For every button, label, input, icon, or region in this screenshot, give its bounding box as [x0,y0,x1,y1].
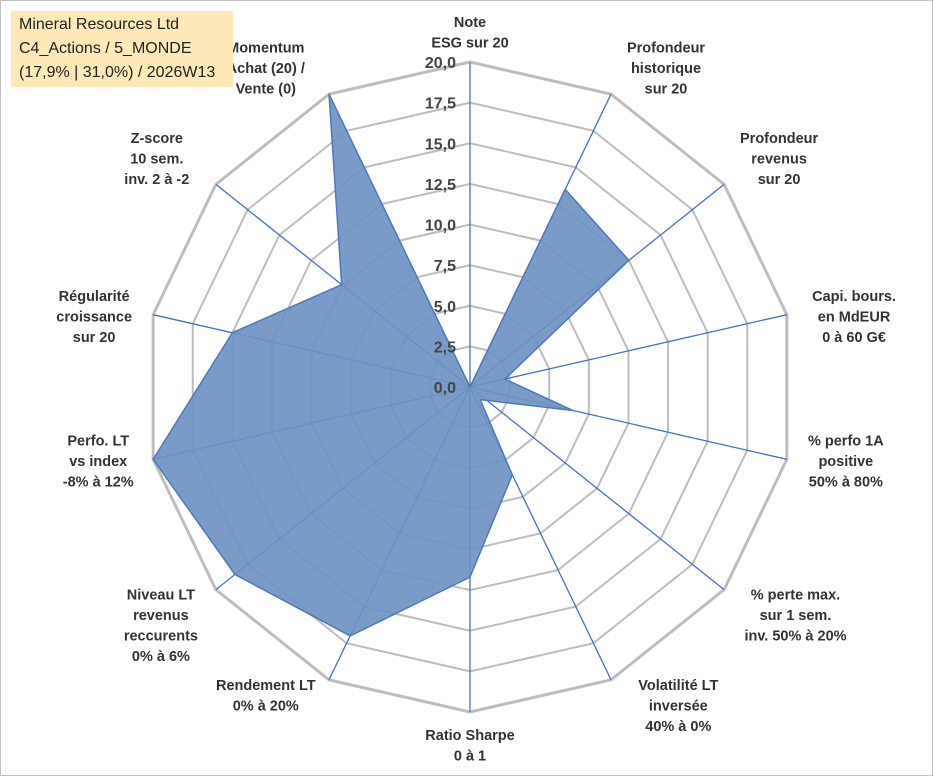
tick-label-2: 5,0 [434,299,456,316]
axis-label-2: Profondeur revenus sur 20 [740,131,818,188]
axis-label-0: Note ESG sur 20 [431,15,508,52]
axis-label-8-line-0: Rendement LT [216,678,316,694]
title-box: Mineral Resources Ltd C4_Actions / 5_MON… [11,11,233,87]
axis-label-7: Ratio Sharpe 0 à 1 [425,728,514,765]
axis-label-13-line-2: Vente (0) [236,82,297,98]
axis-label-3-line-2: 0 à 60 G€ [822,330,886,346]
axis-label-10-line-1: vs index [69,454,127,470]
axis-label-2-line-1: revenus [751,151,807,167]
axis-label-5-line-1: sur 1 sem. [760,608,832,624]
axis-label-10-line-2: -8% à 12% [63,475,134,491]
axis-label-6-line-1: inversée [649,698,708,714]
axis-label-9-line-0: Niveau LT [127,588,195,604]
tick-label-6: 15,0 [425,136,456,153]
radar-series [153,94,629,636]
tick-label-0: 0,0 [434,380,456,397]
axis-label-12-line-1: 10 sem. [130,151,183,167]
data-area [153,94,629,636]
axis-label-1: Profondeur historique sur 20 [627,41,705,98]
axis-label-4-line-2: 50% à 80% [809,475,883,491]
axis-label-9-line-1: revenus [133,608,189,624]
axis-label-3-line-0: Capi. bours. [812,289,896,305]
axis-label-12: Z-score 10 sem. inv. 2 à -2 [124,131,189,188]
axis-label-7-line-1: 0 à 1 [454,749,486,765]
axis-label-1-line-2: sur 20 [645,82,688,98]
axis-label-2-line-2: sur 20 [758,172,801,188]
axis-label-0-line-1: ESG sur 20 [431,36,508,52]
title-stats: (17,9% | 31,0%) / 2026W13 [19,61,225,85]
tick-label-5: 12,5 [425,177,456,194]
axis-label-11-line-0: Régularité [59,289,130,305]
axis-label-5-line-0: % perte max. [751,588,840,604]
axis-label-11-line-2: sur 20 [73,330,116,346]
axis-label-0-line-0: Note [454,15,486,31]
axis-label-8: Rendement LT 0% à 20% [216,678,316,715]
axis-label-11: Régularité croissance sur 20 [56,289,132,346]
axis-label-12-line-0: Z-score [131,131,183,147]
axis-label-4: % perfo 1A positive 50% à 80% [808,434,884,491]
tick-label-1: 2,5 [434,339,456,356]
axis-label-13-line-0: Momentum [227,41,304,57]
axis-label-13: Momentum Achat (20) / Vente (0) [227,41,305,98]
axis-label-2-line-0: Profondeur [740,131,818,147]
axis-label-9: Niveau LT revenus reccurents 0% à 6% [124,588,198,666]
axis-label-5: % perte max. sur 1 sem. inv. 50% à 20% [744,588,846,645]
axis-label-11-line-1: croissance [56,309,132,325]
axis-label-7-line-0: Ratio Sharpe [425,728,514,744]
axis-label-9-line-2: reccurents [124,629,198,645]
axis-label-10: Perfo. LT vs index -8% à 12% [63,434,134,491]
axis-label-3: Capi. bours. en MdEUR 0 à 60 G€ [812,289,896,346]
tick-label-4: 10,0 [425,218,456,235]
tick-label-7: 17,5 [425,96,456,113]
axis-label-1-line-1: historique [631,61,701,77]
tick-label-8: 20,0 [425,55,456,72]
title-company: Mineral Resources Ltd [19,13,225,37]
axis-label-10-line-0: Perfo. LT [67,434,129,450]
axis-label-9-line-3: 0% à 6% [132,649,190,665]
axis-label-6-line-0: Volatilité LT [638,678,718,694]
axis-label-12-line-2: inv. 2 à -2 [124,172,189,188]
axis-label-3-line-1: en MdEUR [818,309,891,325]
axis-label-4-line-1: positive [818,454,873,470]
axis-label-8-line-1: 0% à 20% [233,698,299,714]
axis-label-5-line-2: inv. 50% à 20% [744,629,846,645]
axis-label-13-line-1: Achat (20) / [227,61,305,77]
title-portfolio: C4_Actions / 5_MONDE [19,37,225,61]
tick-label-3: 7,5 [434,258,456,275]
axis-label-1-line-0: Profondeur [627,41,705,57]
axis-label-6-line-2: 40% à 0% [645,719,711,735]
axis-label-6: Volatilité LT inversée 40% à 0% [638,678,718,735]
axis-label-4-line-0: % perfo 1A [808,434,884,450]
